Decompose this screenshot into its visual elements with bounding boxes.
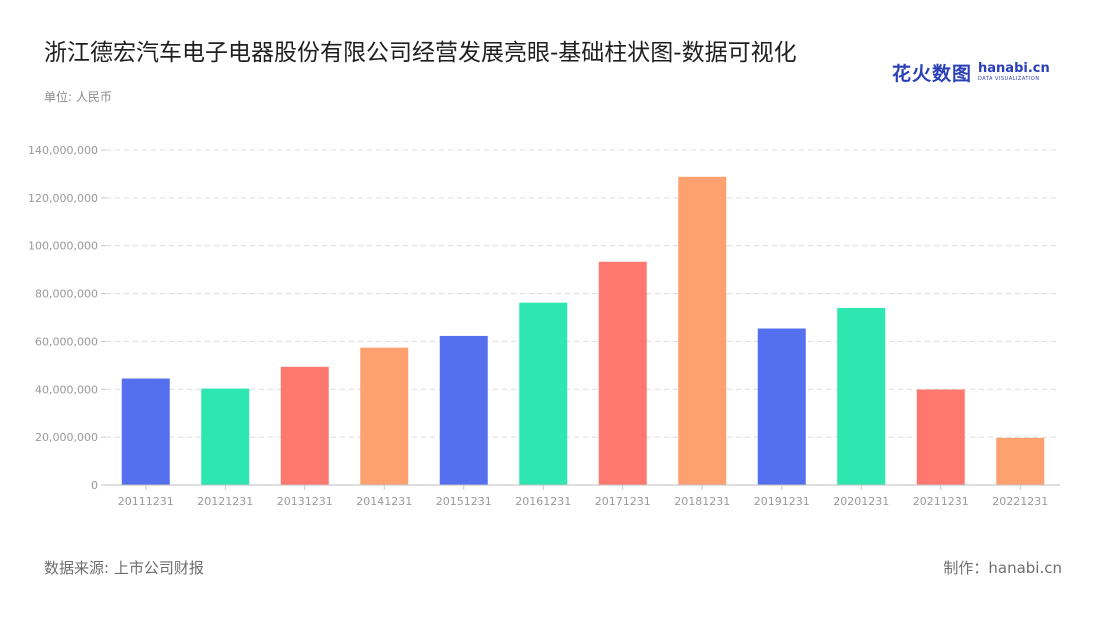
- x-tick-label: 20211231: [913, 495, 969, 508]
- bar-20111231[interactable]: [121, 378, 170, 485]
- bar-20161231[interactable]: [519, 302, 568, 485]
- x-tick-label: 20191231: [754, 495, 810, 508]
- x-tick-label: 20121231: [197, 495, 253, 508]
- chart-title: 浙江德宏汽车电子电器股份有限公司经营发展亮眼-基础柱状图-数据可视化: [44, 40, 797, 66]
- bar-20131231[interactable]: [280, 366, 329, 485]
- x-tick-label: 20141231: [356, 495, 412, 508]
- logo-en-text: hanabi.cn: [978, 61, 1050, 76]
- y-tick-label: 80,000,000: [35, 288, 98, 301]
- y-tick-label: 120,000,000: [28, 192, 98, 205]
- x-tick-label: 20171231: [595, 495, 651, 508]
- bar-20171231[interactable]: [598, 261, 647, 485]
- grid-layer: [106, 149, 1060, 438]
- x-axis-ticks: 20111231 20121231 20131231 20141231 20151231…: [118, 485, 1048, 508]
- logo-cn-text: 花火数图: [892, 62, 973, 85]
- y-axis-ticks: 0 20,000,000 40,000,000 60,000,000 80,000,00…: [28, 144, 106, 492]
- credit-label: 制作：hanabi.cn: [943, 559, 1062, 577]
- x-tick-label: 20181231: [674, 495, 730, 508]
- bar-20181231[interactable]: [678, 176, 727, 486]
- x-tick-label: 20111231: [118, 495, 174, 508]
- bar-20121231[interactable]: [201, 388, 250, 485]
- y-tick-label: 60,000,000: [35, 335, 98, 348]
- logo-en-subtext: DATA VISUALIZATION: [978, 76, 1040, 82]
- bars-layer: [121, 176, 1045, 486]
- y-tick-label: 40,000,000: [35, 383, 98, 396]
- bar-20141231[interactable]: [360, 347, 409, 485]
- x-tick-label: 20131231: [277, 495, 333, 508]
- x-tick-label: 20161231: [515, 495, 571, 508]
- brand-logo: 花火数图 hanabi.cn DATA VISUALIZATION: [892, 60, 1050, 85]
- bar-20201231[interactable]: [837, 307, 886, 485]
- y-tick-label: 0: [91, 479, 98, 492]
- x-tick-label: 20201231: [833, 495, 889, 508]
- x-tick-label: 20221231: [992, 495, 1048, 508]
- unit-label: 单位: 人民币: [44, 90, 112, 104]
- y-tick-label: 20,000,000: [35, 431, 98, 444]
- y-tick-label: 140,000,000: [28, 144, 98, 157]
- bar-20151231[interactable]: [439, 335, 488, 485]
- data-source: 数据来源: 上市公司财报: [44, 559, 204, 577]
- bar-20211231[interactable]: [916, 389, 965, 485]
- y-tick-label: 100,000,000: [28, 240, 98, 253]
- x-tick-label: 20151231: [436, 495, 492, 508]
- bar-20221231[interactable]: [996, 437, 1045, 485]
- bar-20191231[interactable]: [757, 328, 806, 485]
- logo-en-block: hanabi.cn DATA VISUALIZATION: [978, 62, 1050, 82]
